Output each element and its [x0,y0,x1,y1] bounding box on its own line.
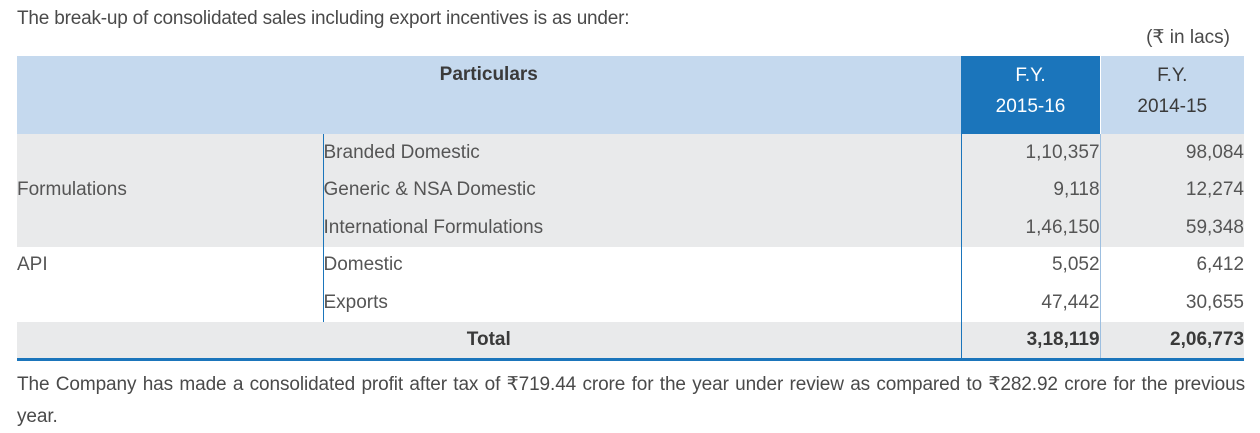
total-fy2016: 3,18,119 [960,321,1101,361]
value-fy2015: 12,274 [1099,171,1245,209]
table-row: Generic & NSA Domestic 9,118 12,274 [17,171,1245,209]
group-api: API [17,253,48,275]
header-fy-year: 2014-15 [1137,96,1208,117]
value-fy2015: 6,412 [1099,246,1245,284]
item-label: International Formulations [322,209,962,247]
total-label: Total [17,321,962,361]
footer-text: The Company has made a consolidated prof… [17,374,1245,427]
value-fy2016: 1,46,150 [960,209,1101,247]
unit-note: (₹ in lacs) [1146,27,1230,48]
table-row: International Formulations 1,46,150 59,3… [17,209,1245,247]
header-fy-2015-16: F.Y. 2015-16 [960,56,1101,134]
table-row: API Domestic 5,052 6,412 [17,246,1245,284]
item-label: Generic & NSA Domestic [322,171,962,209]
item-label: Branded Domestic [322,134,962,172]
table-row: Exports 47,442 30,655 [17,284,1245,322]
value-fy2016: 1,10,357 [960,134,1101,172]
header-fy-label: F.Y. [1157,65,1188,86]
table-row: Formulations Branded Domestic 1,10,357 9… [17,134,1245,247]
value-fy2015: 59,348 [1099,209,1245,247]
total-row: Total 3,18,119 2,06,773 [17,321,1245,361]
value-fy2015: 98,084 [1099,134,1245,172]
sales-breakup-table: Particulars F.Y. 2015-16 F.Y. 2014-15 Fo… [17,56,1245,361]
header-fy-2014-15: F.Y. 2014-15 [1099,56,1245,134]
group-formulations: Formulations [17,134,323,247]
item-label: Domestic [322,246,962,284]
value-fy2016: 5,052 [960,246,1101,284]
intro-text: The break-up of consolidated sales inclu… [17,8,630,29]
table-header-row: Particulars F.Y. 2015-16 F.Y. 2014-15 [17,56,1245,134]
header-fy-year: 2015-16 [995,96,1066,117]
item-label: Exports [322,284,962,322]
value-fy2016: 9,118 [960,171,1101,209]
header-fy-label: F.Y. [1015,65,1046,86]
value-fy2016: 47,442 [960,284,1101,322]
total-fy2015: 2,06,773 [1099,321,1245,361]
value-fy2015: 30,655 [1099,284,1245,322]
header-particulars: Particulars [17,56,962,134]
